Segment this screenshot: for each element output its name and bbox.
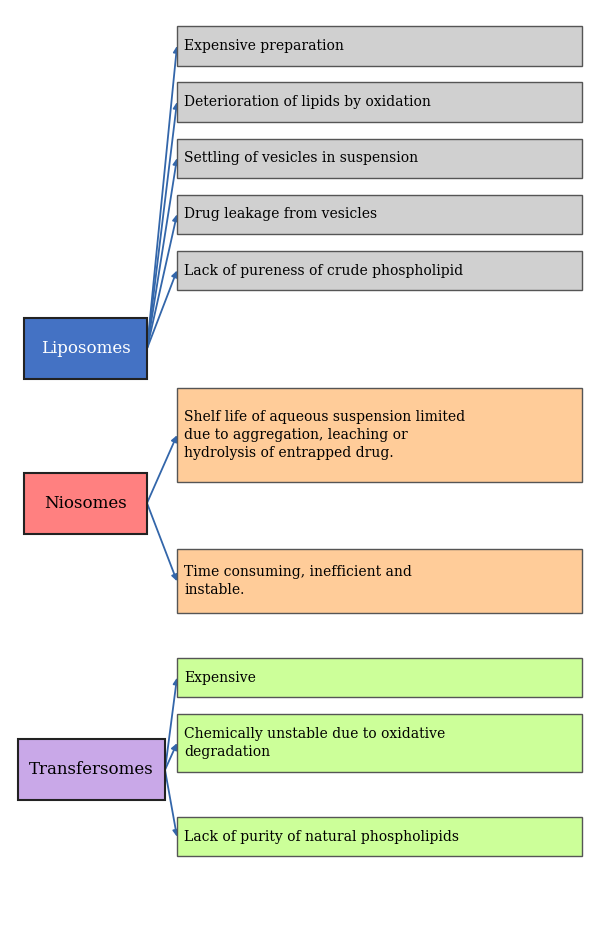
Text: Settling of vesicles in suspension: Settling of vesicles in suspension — [184, 152, 418, 165]
FancyBboxPatch shape — [24, 318, 147, 379]
Text: Expensive: Expensive — [184, 671, 256, 684]
FancyBboxPatch shape — [24, 473, 147, 534]
Text: Lack of purity of natural phospholipids: Lack of purity of natural phospholipids — [184, 830, 459, 843]
Text: Expensive preparation: Expensive preparation — [184, 39, 344, 52]
Text: Drug leakage from vesicles: Drug leakage from vesicles — [184, 208, 377, 221]
FancyBboxPatch shape — [177, 817, 582, 856]
FancyBboxPatch shape — [18, 739, 165, 800]
FancyBboxPatch shape — [177, 195, 582, 234]
FancyBboxPatch shape — [177, 139, 582, 178]
FancyBboxPatch shape — [177, 658, 582, 697]
FancyBboxPatch shape — [177, 549, 582, 613]
FancyBboxPatch shape — [177, 388, 582, 482]
FancyBboxPatch shape — [177, 26, 582, 66]
Text: Time consuming, inefficient and
instable.: Time consuming, inefficient and instable… — [184, 565, 412, 597]
Text: Chemically unstable due to oxidative
degradation: Chemically unstable due to oxidative deg… — [184, 727, 445, 759]
Text: Transfersomes: Transfersomes — [29, 761, 154, 779]
FancyBboxPatch shape — [177, 251, 582, 290]
FancyBboxPatch shape — [177, 714, 582, 772]
Text: Shelf life of aqueous suspension limited
due to aggregation, leaching or
hydroly: Shelf life of aqueous suspension limited… — [184, 410, 466, 461]
Text: Liposomes: Liposomes — [41, 340, 130, 358]
FancyBboxPatch shape — [177, 82, 582, 122]
Text: Lack of pureness of crude phospholipid: Lack of pureness of crude phospholipid — [184, 264, 463, 277]
Text: Deterioration of lipids by oxidation: Deterioration of lipids by oxidation — [184, 95, 431, 109]
Text: Niosomes: Niosomes — [44, 494, 127, 512]
